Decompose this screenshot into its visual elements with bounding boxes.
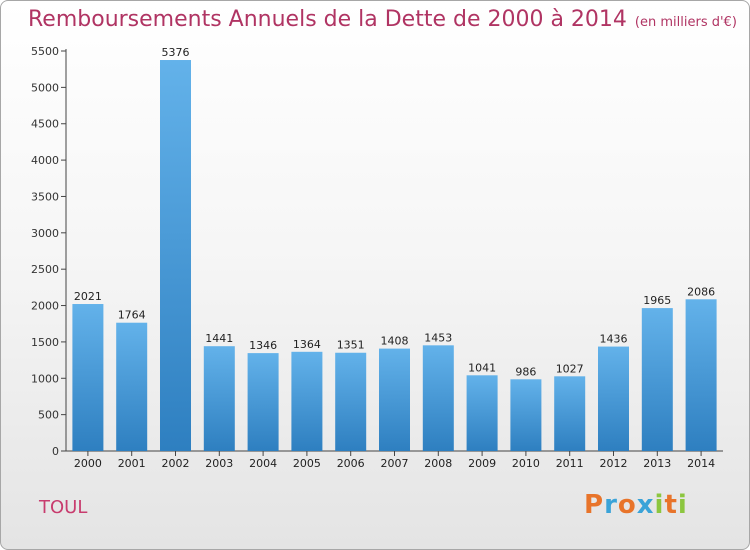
x-tick-label: 2014 xyxy=(687,457,715,470)
data-label: 1436 xyxy=(600,333,628,346)
x-tick-label: 2007 xyxy=(381,457,409,470)
x-tick-label: 2005 xyxy=(293,457,321,470)
bar xyxy=(466,375,498,451)
y-tick-label: 3000 xyxy=(31,227,59,240)
logo-letter: r xyxy=(604,490,618,520)
x-tick-label: 2008 xyxy=(424,457,452,470)
x-tick-label: 2000 xyxy=(74,457,102,470)
x-tick-label: 2010 xyxy=(512,457,540,470)
logo-letter: x xyxy=(636,490,655,520)
x-tick-label: 2012 xyxy=(600,457,628,470)
y-tick-label: 3500 xyxy=(31,190,59,203)
bar xyxy=(510,379,542,451)
y-tick-label: 1000 xyxy=(31,372,59,385)
bar xyxy=(379,348,410,451)
data-label: 5376 xyxy=(162,46,190,59)
x-tick-label: 2013 xyxy=(643,457,671,470)
y-tick-label: 1500 xyxy=(31,336,59,349)
bar xyxy=(685,299,717,451)
data-label: 1041 xyxy=(468,361,496,374)
data-label: 1965 xyxy=(643,294,671,307)
x-tick-label: 2004 xyxy=(249,457,277,470)
y-tick-label: 0 xyxy=(52,445,59,458)
x-tick-label: 2001 xyxy=(118,457,146,470)
bar xyxy=(116,322,148,451)
bar xyxy=(641,308,673,451)
data-label: 1351 xyxy=(337,339,365,352)
x-tick-label: 2011 xyxy=(556,457,584,470)
x-tick-label: 2003 xyxy=(205,457,233,470)
data-label: 1027 xyxy=(556,362,584,375)
bar xyxy=(422,345,454,451)
x-tick-label: 2002 xyxy=(162,457,190,470)
logo-letter: i xyxy=(677,490,688,520)
city-name: TOUL xyxy=(39,497,88,518)
data-label: 1364 xyxy=(293,338,321,351)
logo-letter: t xyxy=(664,490,678,520)
chart-unit: (en milliers d'€) xyxy=(634,15,737,30)
x-tick-label: 2006 xyxy=(337,457,365,470)
data-label: 1408 xyxy=(381,335,409,348)
chart-title: Remboursements Annuels de la Dette de 20… xyxy=(28,7,737,32)
y-tick-label: 2500 xyxy=(31,263,59,276)
proxiti-logo: Proxiti xyxy=(584,490,688,520)
y-tick-label: 500 xyxy=(38,409,59,422)
bar xyxy=(160,60,191,451)
y-tick-label: 5000 xyxy=(31,81,59,94)
y-tick-label: 2000 xyxy=(31,300,59,313)
data-label: 1453 xyxy=(424,331,452,344)
x-tick-label: 2009 xyxy=(468,457,496,470)
data-label: 2021 xyxy=(74,290,102,303)
data-label: 986 xyxy=(515,365,536,378)
y-tick-label: 4500 xyxy=(31,118,59,131)
y-tick-label: 5500 xyxy=(31,45,59,58)
y-tick-label: 4000 xyxy=(31,154,59,167)
chart-title-text: Remboursements Annuels de la Dette de 20… xyxy=(28,7,627,32)
logo-letter: P xyxy=(584,490,605,520)
bar xyxy=(247,353,279,451)
data-label: 2086 xyxy=(687,285,715,298)
bar xyxy=(291,351,323,451)
data-label: 1764 xyxy=(118,309,146,322)
bar xyxy=(554,376,586,451)
logo-letter: i xyxy=(654,490,665,520)
data-label: 1441 xyxy=(205,332,233,345)
bar xyxy=(598,346,629,451)
bar xyxy=(203,346,235,451)
logo-letter: o xyxy=(617,490,637,520)
bar xyxy=(72,304,104,451)
bar xyxy=(335,352,367,451)
data-label: 1346 xyxy=(249,339,277,352)
